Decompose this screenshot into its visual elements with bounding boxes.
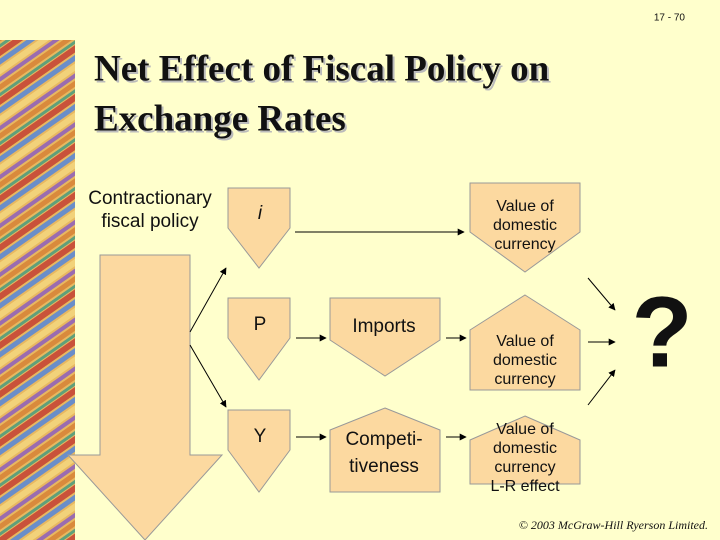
up-arrow-shape — [329, 407, 441, 493]
big-down-arrow — [66, 254, 224, 540]
down-arrow-shape — [469, 182, 581, 273]
node-label: L-R effect — [490, 478, 560, 495]
node-label: Value of — [496, 198, 554, 215]
down-arrow-shape — [329, 297, 441, 377]
node-label: domestic — [493, 352, 557, 369]
footer: © 2003 McGraw-Hill Ryerson Limited. — [519, 518, 708, 532]
node-label: Imports — [352, 316, 415, 337]
decorative-strip — [0, 40, 75, 540]
node-label: Value of — [496, 421, 554, 438]
node-label: domestic — [493, 217, 557, 234]
connector-arrow — [587, 277, 616, 311]
connector-arrow — [189, 267, 227, 333]
title: Net Effect of Fiscal Policy on — [94, 48, 550, 89]
node-label: Y — [254, 426, 267, 447]
down-arrow-shape — [227, 187, 291, 269]
page-number: 17 - 70 — [654, 13, 686, 24]
title-shadow: Exchange Rates — [96, 100, 348, 141]
node-label: currency — [494, 236, 555, 253]
title-shadow: Net Effect of Fiscal Policy on — [96, 50, 552, 91]
node-label: Contractionary — [88, 188, 212, 209]
node-label: domestic — [493, 440, 557, 457]
node-label: tiveness — [349, 456, 419, 477]
question-mark: ? — [631, 276, 692, 388]
node-label: Value of — [496, 333, 554, 350]
node-label: currency — [494, 459, 555, 476]
node-label: Competi- — [345, 429, 422, 450]
title: Exchange Rates — [94, 98, 346, 139]
up-arrow-shape — [469, 294, 581, 391]
node-label: currency — [494, 371, 555, 388]
down-arrow-shape — [227, 297, 291, 381]
node-label: P — [254, 314, 267, 335]
node-label: i — [258, 203, 263, 224]
node-label: fiscal policy — [101, 211, 199, 232]
connector-arrow — [587, 369, 616, 406]
up-arrow-shape — [469, 415, 581, 485]
down-arrow-shape — [227, 409, 291, 493]
connector-arrow — [189, 344, 227, 408]
